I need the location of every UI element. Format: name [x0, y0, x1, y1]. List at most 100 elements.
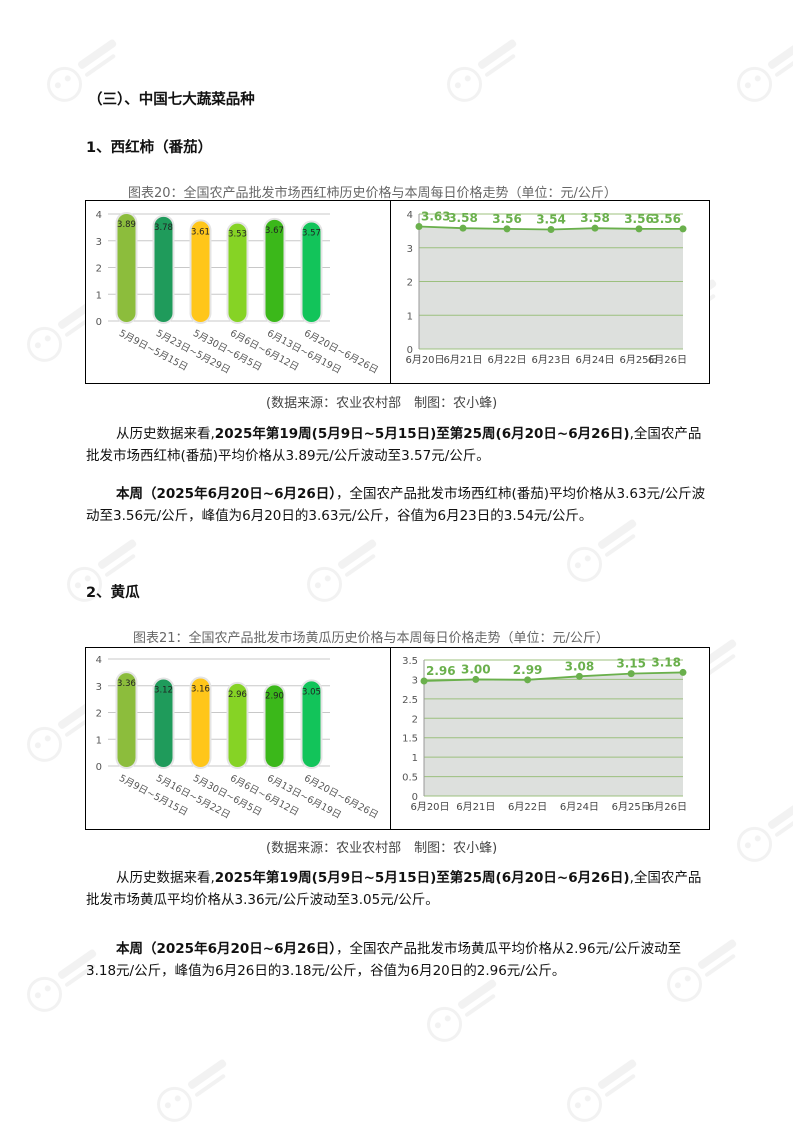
bar-value-label: 3.36	[117, 679, 136, 689]
para-bold-text: 本周（2025年6月20日~6月26日）	[116, 941, 336, 957]
bar-value-label: 3.89	[117, 220, 136, 230]
data-point	[627, 670, 635, 678]
point-value-label: 3.56	[492, 212, 522, 226]
y-tick-label: 3	[407, 244, 413, 255]
y-tick-label: 0	[407, 345, 413, 356]
y-tick-label: 0	[412, 792, 418, 803]
watermark-logo	[567, 1059, 637, 1122]
paragraph-history-tomato: 从历史数据来看,2025年第19周(5月9日~5月15日)至第25周(6月20日…	[86, 423, 708, 467]
bar	[226, 681, 249, 769]
y-tick-label: 1	[412, 753, 418, 764]
x-tick-label: 6月26日	[648, 354, 687, 366]
y-tick-label: 4	[407, 210, 413, 221]
bar-value-label: 2.90	[265, 691, 284, 701]
bar	[263, 217, 286, 324]
bar	[189, 219, 212, 324]
paragraph-week-tomato: 本周（2025年6月20日~6月26日），全国农产品批发市场西红柿(番茄)平均价…	[86, 483, 708, 527]
watermark-logo	[447, 39, 517, 102]
data-point	[591, 224, 599, 232]
y-tick-label: 1	[407, 311, 413, 322]
point-value-label: 3.58	[448, 211, 478, 225]
data-point	[547, 226, 555, 234]
item-heading-tomato: 1、西红柿（番茄）	[86, 140, 213, 156]
para-text: 从历史数据来看,	[116, 426, 215, 442]
bar-value-label: 3.05	[302, 687, 321, 697]
para-text: 从历史数据来看,	[116, 870, 215, 886]
area-fill	[424, 672, 683, 796]
data-point	[415, 222, 423, 230]
y-tick-label: 1	[96, 290, 102, 301]
bar	[152, 677, 175, 769]
y-tick-label: 4	[96, 210, 102, 221]
y-tick-label: 3.5	[402, 656, 418, 667]
y-tick-label: 2	[407, 278, 413, 289]
y-tick-label: 1	[96, 735, 102, 746]
point-value-label: 3.56	[651, 212, 681, 226]
data-point	[472, 675, 480, 683]
data-point	[420, 677, 428, 685]
y-tick-label: 2	[412, 714, 418, 725]
bar-chart-tomato: 0 1 2 3 4 3.89 5月9日~5月15日 3.78 5月23日~5月29日 3.61 5月…	[85, 200, 391, 384]
series-line	[423, 671, 684, 682]
line-chart-tomato-svg: 0 1 2 3 4 3.63 6月20日 3.58 6月21日 3.56 6月22日 3.54 6月23…	[405, 209, 687, 366]
bar-chart-cucumber-svg: 012343.365月9日~5月15日3.125月16日~5月22日3.165月…	[96, 655, 380, 821]
line-chart-tomato: 0 1 2 3 4 3.63 6月20日 3.58 6月21日 3.56 6月22日 3.54 6月23…	[390, 200, 710, 384]
watermark-logo	[157, 1059, 227, 1122]
bar-value-label: 3.53	[228, 230, 247, 240]
x-tick-label: 6月21日	[443, 354, 482, 366]
data-point	[679, 225, 687, 233]
para-bold-text: 本周（2025年6月20日~6月26日）	[116, 486, 336, 502]
data-point	[503, 225, 511, 233]
y-tick-label: 2.5	[402, 695, 418, 706]
point-value-label: 2.99	[513, 663, 543, 677]
y-tick-label: 1.5	[402, 734, 418, 745]
data-point	[524, 676, 532, 684]
paragraph-week-cucumber: 本周（2025年6月20日~6月26日），全国农产品批发市场黄瓜平均价格从2.9…	[86, 938, 708, 982]
data-point	[575, 672, 583, 680]
x-tick-label: 6月22日	[487, 354, 526, 366]
para-bold-text: 2025年第19周(5月9日~5月15日)至第25周(6月20日~6月26日)	[214, 426, 630, 442]
watermark-logo	[737, 799, 793, 862]
point-value-label: 3.18	[651, 655, 681, 669]
figure-title-21: 图表21：全国农产品批发市场黄瓜历史价格与本周每日价格走势（单位：元/公斤）	[133, 631, 609, 646]
x-tick-label: 6月25日	[619, 354, 658, 366]
bar-value-label: 3.12	[154, 686, 173, 696]
data-point	[679, 668, 687, 676]
y-tick-label: 0.5	[402, 773, 418, 784]
data-point	[635, 225, 643, 233]
para-text: ,全国农产品批发市场西红柿(番茄)平均价格从3.89元/公斤波动至3.57元/公…	[86, 426, 702, 464]
watermark-logo	[307, 539, 377, 602]
x-tick-label: 6月20日	[410, 801, 449, 813]
area-fill	[419, 226, 683, 349]
para-text: ，全国农产品批发市场西红柿(番茄)平均价格从3.63元/公斤波动至3.56元/公…	[86, 486, 706, 524]
point-value-label: 3.00	[461, 662, 491, 676]
bar	[115, 671, 138, 769]
y-tick-label: 2	[96, 709, 102, 720]
bar-value-label: 3.78	[154, 223, 173, 233]
point-value-label: 3.63	[421, 209, 451, 223]
point-value-label: 3.15	[616, 657, 646, 671]
x-tick-label: 6月22日	[508, 801, 547, 813]
y-tick-label: 2	[96, 264, 102, 275]
y-tick-label: 4	[96, 655, 102, 666]
y-tick-label: 0	[96, 317, 102, 328]
y-tick-label: 3	[96, 237, 102, 248]
bar-value-label: 3.57	[302, 229, 321, 239]
y-tick-label: 0	[96, 762, 102, 773]
watermark-logo	[737, 39, 793, 102]
y-tick-label: 3	[412, 675, 418, 686]
bar-chart-tomato-svg: 012343.895月9日~5月15日3.785月23日~5月29日3.615月…	[96, 210, 380, 376]
bar	[115, 211, 138, 325]
item-heading-cucumber: 2、黄瓜	[86, 585, 140, 601]
section-heading: （三）、中国七大蔬菜品种	[88, 92, 255, 108]
point-value-label: 3.54	[536, 213, 566, 227]
bar	[152, 214, 175, 324]
x-tick-label: 6月26日	[648, 801, 687, 813]
x-tick-label: 6月20日	[405, 354, 444, 366]
para-text: ,全国农产品批发市场黄瓜平均价格从3.36元/公斤波动至3.05元/公斤。	[86, 870, 702, 908]
point-value-label: 3.08	[565, 659, 595, 673]
point-value-label: 2.96	[426, 664, 456, 678]
bar	[189, 676, 212, 769]
source-note-20: (数据来源：农业农村部 制图：农小蜂)	[266, 396, 498, 411]
x-tick-label: 6月23日	[531, 354, 570, 366]
